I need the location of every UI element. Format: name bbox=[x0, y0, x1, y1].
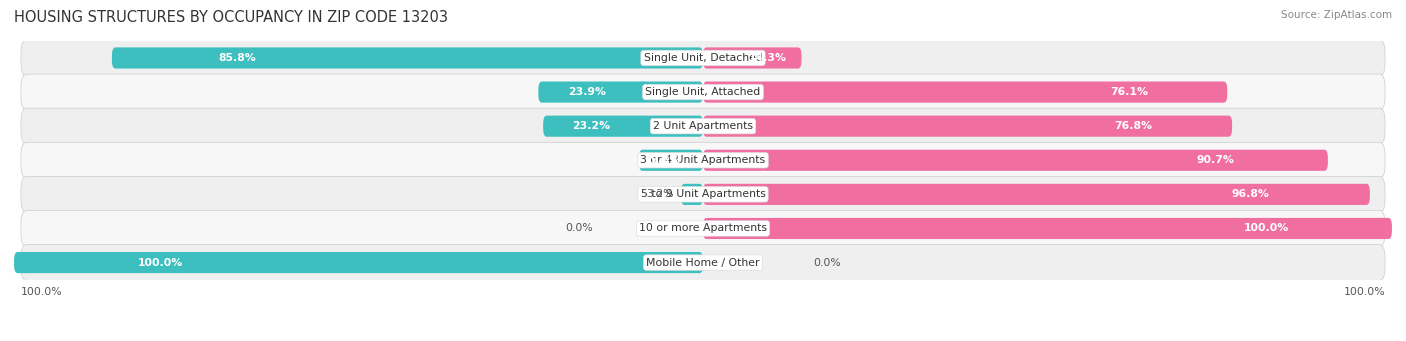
Text: 100.0%: 100.0% bbox=[21, 287, 63, 297]
Text: 76.1%: 76.1% bbox=[1111, 87, 1149, 97]
FancyBboxPatch shape bbox=[638, 150, 703, 171]
Text: 9.3%: 9.3% bbox=[651, 155, 681, 165]
FancyBboxPatch shape bbox=[21, 108, 1385, 144]
Text: 14.3%: 14.3% bbox=[749, 53, 787, 63]
Text: 0.0%: 0.0% bbox=[813, 257, 841, 268]
FancyBboxPatch shape bbox=[703, 116, 1232, 137]
FancyBboxPatch shape bbox=[681, 184, 703, 205]
Text: 90.7%: 90.7% bbox=[1197, 155, 1234, 165]
FancyBboxPatch shape bbox=[21, 210, 1385, 247]
FancyBboxPatch shape bbox=[703, 184, 1369, 205]
Text: 23.9%: 23.9% bbox=[568, 87, 606, 97]
FancyBboxPatch shape bbox=[14, 252, 703, 273]
FancyBboxPatch shape bbox=[112, 47, 703, 69]
FancyBboxPatch shape bbox=[543, 116, 703, 137]
Text: 5 to 9 Unit Apartments: 5 to 9 Unit Apartments bbox=[641, 189, 765, 199]
FancyBboxPatch shape bbox=[538, 81, 703, 103]
FancyBboxPatch shape bbox=[703, 81, 1227, 103]
Text: 100.0%: 100.0% bbox=[1343, 287, 1385, 297]
Text: HOUSING STRUCTURES BY OCCUPANCY IN ZIP CODE 13203: HOUSING STRUCTURES BY OCCUPANCY IN ZIP C… bbox=[14, 10, 449, 25]
Text: 100.0%: 100.0% bbox=[138, 257, 183, 268]
FancyBboxPatch shape bbox=[21, 244, 1385, 281]
Text: Single Unit, Attached: Single Unit, Attached bbox=[645, 87, 761, 97]
Text: 23.2%: 23.2% bbox=[572, 121, 610, 131]
Text: 0.0%: 0.0% bbox=[565, 223, 593, 234]
FancyBboxPatch shape bbox=[21, 74, 1385, 110]
Text: Mobile Home / Other: Mobile Home / Other bbox=[647, 257, 759, 268]
Text: 2 Unit Apartments: 2 Unit Apartments bbox=[652, 121, 754, 131]
Text: Source: ZipAtlas.com: Source: ZipAtlas.com bbox=[1281, 10, 1392, 20]
Text: 10 or more Apartments: 10 or more Apartments bbox=[638, 223, 768, 234]
FancyBboxPatch shape bbox=[703, 150, 1327, 171]
Text: 3.2%: 3.2% bbox=[647, 189, 673, 199]
Text: 85.8%: 85.8% bbox=[218, 53, 256, 63]
Text: 100.0%: 100.0% bbox=[1243, 223, 1289, 234]
FancyBboxPatch shape bbox=[21, 142, 1385, 178]
Text: 96.8%: 96.8% bbox=[1232, 189, 1270, 199]
FancyBboxPatch shape bbox=[21, 176, 1385, 212]
Text: 3 or 4 Unit Apartments: 3 or 4 Unit Apartments bbox=[641, 155, 765, 165]
FancyBboxPatch shape bbox=[703, 218, 1392, 239]
FancyBboxPatch shape bbox=[21, 40, 1385, 76]
Text: 76.8%: 76.8% bbox=[1115, 121, 1153, 131]
Text: Single Unit, Detached: Single Unit, Detached bbox=[644, 53, 762, 63]
FancyBboxPatch shape bbox=[703, 47, 801, 69]
